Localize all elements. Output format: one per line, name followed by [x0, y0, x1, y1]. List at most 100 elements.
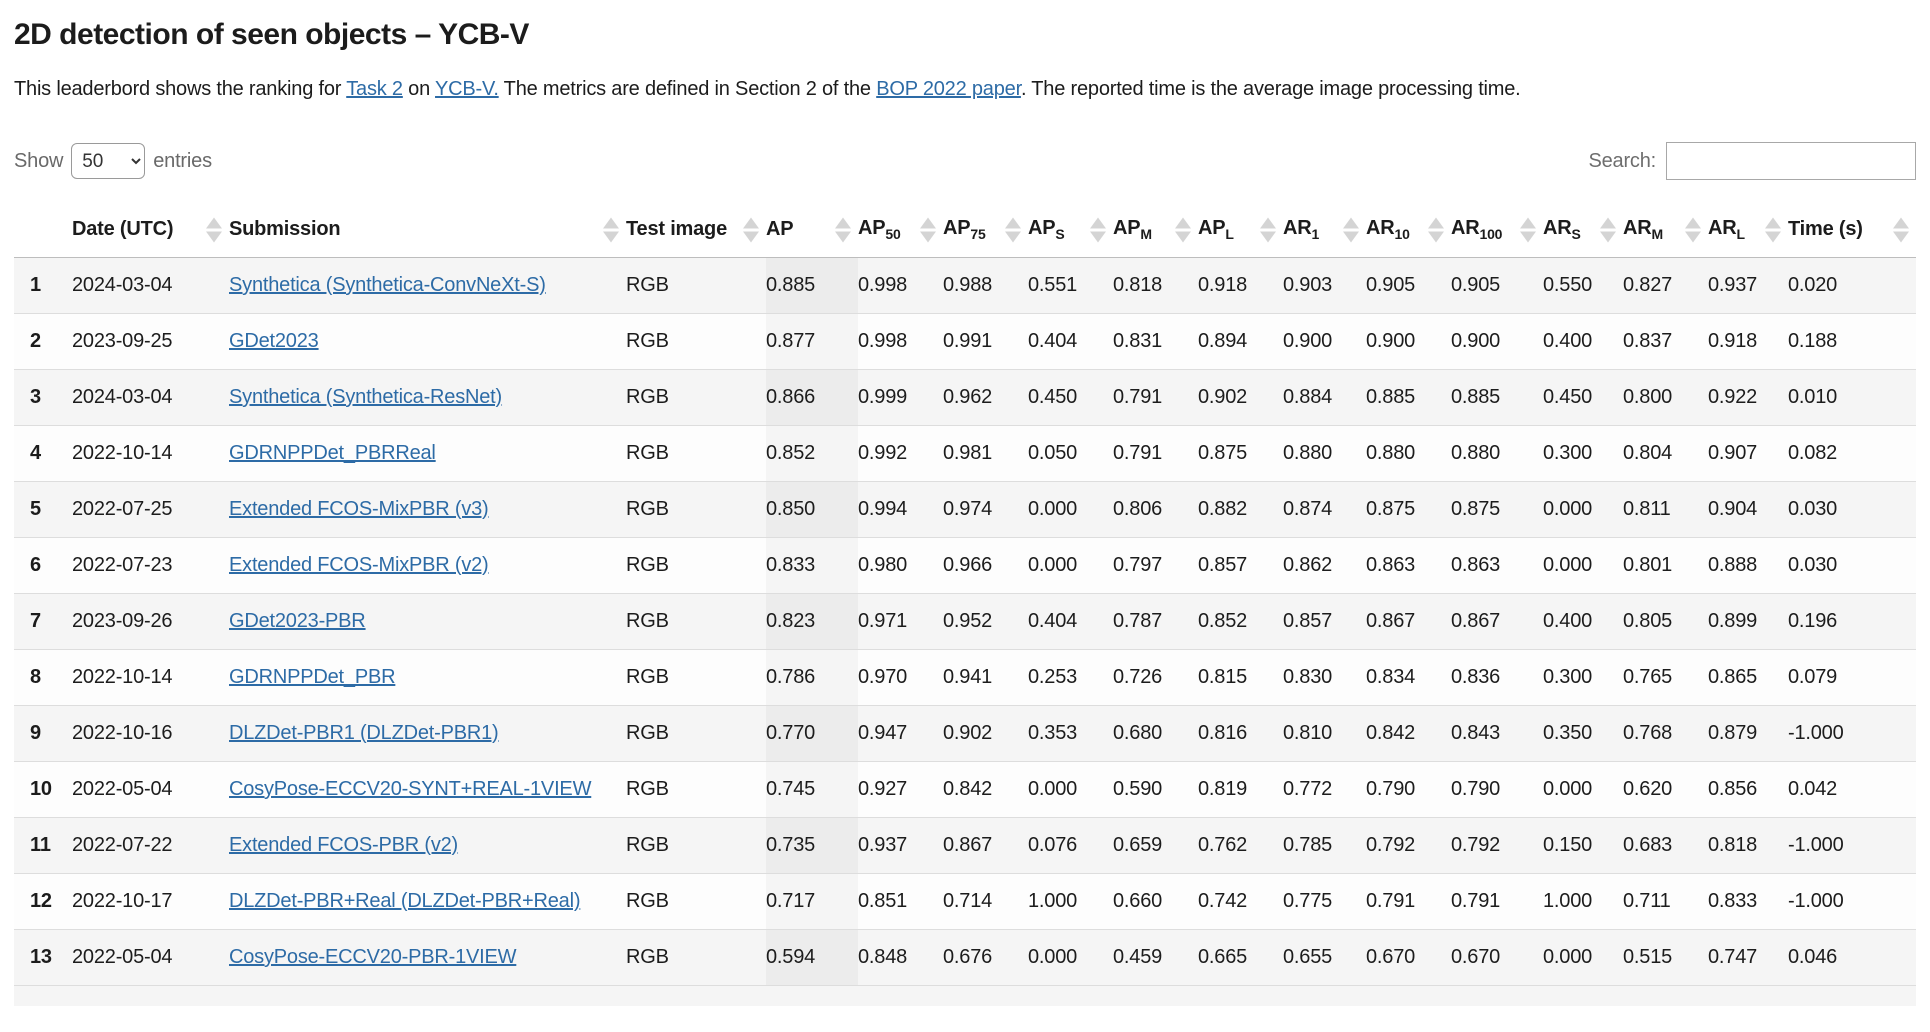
- ap-cell: 0.885: [766, 257, 858, 314]
- aps-cell: 1.000: [1028, 873, 1113, 930]
- column-header-apl[interactable]: APL: [1198, 202, 1283, 258]
- ar100-cell: 0.885: [1451, 369, 1543, 426]
- search-input[interactable]: [1666, 142, 1916, 180]
- ap75-cell: 0.867: [943, 817, 1028, 874]
- rank-cell: 5: [14, 481, 72, 538]
- ap75-cell: 0.966: [943, 537, 1028, 594]
- time-cell: 0.020: [1788, 257, 1916, 314]
- apm-cell: 0.806: [1113, 481, 1198, 538]
- submission-link[interactable]: GDet2023: [229, 330, 319, 352]
- column-header-aps[interactable]: APS: [1028, 202, 1113, 258]
- ar1-cell: 0.874: [1283, 481, 1366, 538]
- ar100-cell: 0.791: [1451, 873, 1543, 930]
- ar1-cell: 0.772: [1283, 761, 1366, 818]
- time-cell: -1.000: [1788, 817, 1916, 874]
- time-cell: 0.196: [1788, 593, 1916, 650]
- column-label: AP75: [943, 217, 986, 242]
- test-image-cell: RGB: [626, 649, 766, 706]
- sort-icon: [1260, 217, 1276, 242]
- submission-link[interactable]: DLZDet-PBR+Real (DLZDet-PBR+Real): [229, 890, 581, 912]
- sort-icon: [743, 217, 759, 242]
- column-header-ap[interactable]: AP: [766, 202, 858, 258]
- ar10-cell: 0.792: [1366, 817, 1451, 874]
- ar100-cell: 0.843: [1451, 705, 1543, 762]
- arm-cell: 0.515: [1623, 929, 1708, 986]
- time-cell: 0.030: [1788, 537, 1916, 594]
- ap-cell: 0.786: [766, 649, 858, 706]
- ap-cell: 0.877: [766, 313, 858, 370]
- date-cell: 2022-07-23: [72, 537, 229, 594]
- submission-link[interactable]: Extended FCOS-MixPBR (v2): [229, 554, 489, 576]
- submission-link[interactable]: Synthetica (Synthetica-ConvNeXt-S): [229, 274, 546, 296]
- apl-cell: 0.819: [1198, 761, 1283, 818]
- submission-link[interactable]: GDRNPPDet_PBR: [229, 666, 396, 688]
- ar100-cell: 0.863: [1451, 537, 1543, 594]
- arl-cell: 0.818: [1708, 817, 1788, 874]
- column-header-ar1[interactable]: AR1: [1283, 202, 1366, 258]
- apm-cell: 0.590: [1113, 761, 1198, 818]
- submission-cell: Extended FCOS-MixPBR (v3): [229, 481, 626, 538]
- date-cell: 2022-10-14: [72, 649, 229, 706]
- column-header-apm[interactable]: APM: [1113, 202, 1198, 258]
- submission-link[interactable]: Extended FCOS-PBR (v2): [229, 834, 459, 856]
- ap50-cell: 0.980: [858, 537, 943, 594]
- column-header-time[interactable]: Time (s): [1788, 202, 1916, 258]
- apl-cell: 0.875: [1198, 425, 1283, 482]
- apm-cell: 0.797: [1113, 537, 1198, 594]
- ap75-cell: 0.988: [943, 257, 1028, 314]
- column-header-arm[interactable]: ARM: [1623, 202, 1708, 258]
- column-header-ap75[interactable]: AP75: [943, 202, 1028, 258]
- page-title: 2D detection of seen objects – YCB-V: [14, 18, 529, 51]
- submission-link[interactable]: GDRNPPDet_PBRReal: [229, 442, 436, 464]
- ar1-cell: 0.810: [1283, 705, 1366, 762]
- submission-link[interactable]: Synthetica (Synthetica-ResNet): [229, 386, 503, 408]
- time-cell: -1.000: [1788, 873, 1916, 930]
- submission-cell: GDet2023: [229, 313, 626, 370]
- intro-link[interactable]: Task 2: [346, 78, 403, 100]
- column-label: AP: [766, 218, 794, 240]
- ap50-cell: 0.971: [858, 593, 943, 650]
- test-image-cell: RGB: [626, 257, 766, 314]
- column-header-ap50[interactable]: AP50: [858, 202, 943, 258]
- column-header-date[interactable]: Date (UTC): [72, 202, 229, 258]
- column-header-ar10[interactable]: AR10: [1366, 202, 1451, 258]
- column-header-ars[interactable]: ARS: [1543, 202, 1623, 258]
- apl-cell: 0.665: [1198, 929, 1283, 986]
- aps-cell: 0.450: [1028, 369, 1113, 426]
- entries-length-control: Show 50 entries: [14, 143, 212, 179]
- ar10-cell: 0.880: [1366, 425, 1451, 482]
- partial-next-row: [14, 986, 1916, 1006]
- submission-cell: GDRNPPDet_PBRReal: [229, 425, 626, 482]
- submission-link[interactable]: DLZDet-PBR1 (DLZDet-PBR1): [229, 722, 499, 744]
- arm-cell: 0.683: [1623, 817, 1708, 874]
- ar1-cell: 0.655: [1283, 929, 1366, 986]
- column-label: APL: [1198, 217, 1234, 242]
- ar1-cell: 0.900: [1283, 313, 1366, 370]
- aps-cell: 0.404: [1028, 593, 1113, 650]
- submission-link[interactable]: CosyPose-ECCV20-SYNT+REAL-1VIEW: [229, 778, 592, 800]
- ar1-cell: 0.785: [1283, 817, 1366, 874]
- ap50-cell: 0.947: [858, 705, 943, 762]
- apl-cell: 0.902: [1198, 369, 1283, 426]
- ap-cell: 0.866: [766, 369, 858, 426]
- sort-icon: [206, 217, 222, 242]
- submission-link[interactable]: CosyPose-ECCV20-PBR-1VIEW: [229, 946, 517, 968]
- column-header-test[interactable]: Test image: [626, 202, 766, 258]
- arl-cell: 0.918: [1708, 313, 1788, 370]
- column-header-submission[interactable]: Submission: [229, 202, 626, 258]
- ar100-cell: 0.867: [1451, 593, 1543, 650]
- entries-select[interactable]: 50: [71, 143, 146, 179]
- submission-cell: DLZDet-PBR+Real (DLZDet-PBR+Real): [229, 873, 626, 930]
- rank-cell: 9: [14, 705, 72, 762]
- column-header-arl[interactable]: ARL: [1708, 202, 1788, 258]
- intro-link[interactable]: BOP 2022 paper: [876, 78, 1021, 100]
- arm-cell: 0.620: [1623, 761, 1708, 818]
- column-header-ar100[interactable]: AR100: [1451, 202, 1543, 258]
- ap50-cell: 0.970: [858, 649, 943, 706]
- intro-link[interactable]: YCB-V.: [435, 78, 499, 100]
- rank-cell: 8: [14, 649, 72, 706]
- column-label: AP50: [858, 217, 901, 242]
- arm-cell: 0.837: [1623, 313, 1708, 370]
- submission-link[interactable]: Extended FCOS-MixPBR (v3): [229, 498, 489, 520]
- submission-link[interactable]: GDet2023-PBR: [229, 610, 366, 632]
